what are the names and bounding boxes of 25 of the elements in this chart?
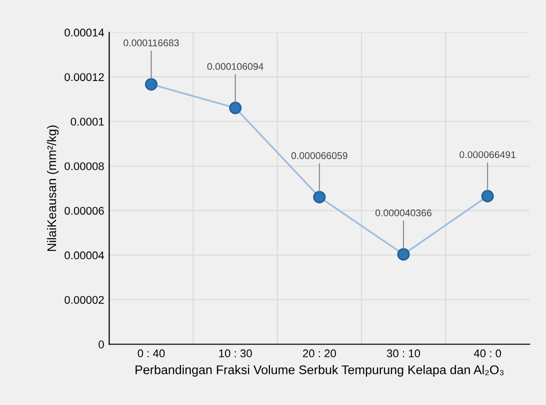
x-tick-label: 30 : 10 (386, 349, 420, 358)
y-tick-label: 0 (98, 340, 104, 348)
x-tick-label: 0 : 40 (138, 349, 165, 358)
point (144, 78, 158, 91)
point (313, 190, 326, 204)
y-tick-label: 0.00012 (64, 73, 104, 82)
y-tick-label: 0.00014 (64, 28, 104, 37)
y-tick-label: 0.00008 (64, 162, 104, 170)
point (481, 190, 494, 202)
y-tick-label: 0.00004 (64, 251, 104, 260)
x-tick-label: 40 : 0 (474, 349, 502, 358)
x-tick-label: 10 : 30 (219, 349, 252, 358)
point (397, 248, 410, 261)
data-label: 0.000066491 (460, 151, 516, 158)
point (229, 102, 242, 114)
x-tick-label: 20 : 20 (302, 349, 336, 358)
data-label: 0.000106094 (207, 63, 264, 70)
y-tick-label: 0.0001 (70, 118, 104, 126)
data-label: 0.000116683 (124, 39, 179, 46)
y-axis-title: NilaiKeausan (mm²/kg) (46, 126, 59, 251)
y-tick-label: 0.00002 (64, 296, 104, 304)
x-axis-title: Perbandingan Fraksi Volume Serbuk Tempurung Kelapa dan Al₂O₃ (136, 365, 504, 377)
data-label: 0.000040366 (375, 209, 432, 216)
y-tick-label: 0.00006 (64, 206, 104, 215)
data-label: 0.000066059 (291, 152, 348, 160)
